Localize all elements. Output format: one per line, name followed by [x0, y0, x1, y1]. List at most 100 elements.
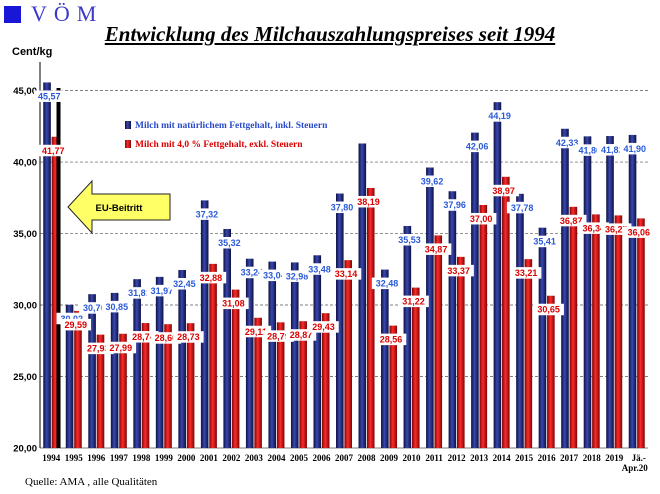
data-label-natural-fat-bg	[34, 90, 65, 102]
data-label-natural-fat: 35,53	[398, 235, 421, 245]
x-tick-label: 2005	[290, 453, 309, 463]
data-label-4-percent-fat: 34,87	[425, 244, 448, 254]
data-label-4-percent-fat: 36,27	[605, 224, 628, 234]
bar-natural-fat	[245, 258, 254, 448]
source-note: Quelle: AMA , alle Qualitäten	[25, 476, 158, 488]
data-label-4-percent-fat: 38,19	[357, 197, 380, 207]
data-label-4-percent-fat-bg	[285, 329, 317, 341]
data-label-natural-fat: 39,62	[421, 177, 444, 187]
bar-4-percent-fat	[547, 295, 555, 448]
data-label-natural-fat-bg	[461, 140, 493, 153]
logo: VÖM	[4, 1, 103, 26]
bar-natural-fat	[471, 132, 479, 448]
y-tick-label: 40,00	[13, 158, 37, 169]
data-label-natural-fat-bg	[236, 266, 268, 279]
y-axis-unit: Cent/kg	[12, 46, 53, 58]
data-label-4-percent-fat-bg	[623, 226, 654, 238]
bar-4-percent-fat	[186, 323, 195, 448]
annotation-label: EU-Beitritt	[96, 203, 144, 214]
data-label-natural-fat: 32,48	[376, 279, 399, 289]
bar-natural-fat	[43, 82, 51, 449]
data-label-natural-fat-bg	[304, 263, 335, 275]
bar-natural-fat	[381, 269, 389, 448]
data-label-4-percent-fat: 28,56	[380, 335, 403, 345]
x-tick-label: 2019	[605, 453, 624, 463]
data-label-4-percent-fat: 29,11	[245, 327, 267, 337]
data-label-natural-fat: 37,78	[511, 203, 534, 213]
data-label-natural-fat: 42,06	[466, 142, 489, 152]
data-label-4-percent-fat: 28,87	[290, 330, 313, 340]
data-label-4-percent-fat: 38,97	[492, 186, 515, 196]
bar-4-percent-fat	[524, 259, 533, 448]
bar-4-percent-fat	[51, 136, 60, 448]
x-tick-label: 2000	[177, 453, 196, 463]
x-tick-label: 2014	[493, 453, 512, 463]
data-label-4-percent-fat: 29,59	[65, 320, 88, 330]
x-tick-label: 2006	[312, 453, 331, 463]
data-label-natural-fat: 31,81	[128, 288, 151, 298]
bar-natural-fat	[538, 227, 547, 448]
data-label-4-percent-fat: 37,00	[470, 214, 493, 224]
data-label-4-percent-fat-bg	[353, 195, 384, 208]
y-tick-label: 20,00	[13, 444, 37, 455]
data-label-natural-fat-bg	[101, 300, 133, 313]
bar-natural-fat	[178, 270, 186, 448]
data-label-4-percent-fat: 28,66	[155, 333, 178, 343]
data-label-4-percent-fat: 31,08	[222, 299, 245, 309]
data-label-natural-fat-bg	[529, 235, 560, 248]
bar-4-percent-fat	[479, 204, 488, 448]
data-label-4-percent-fat-bg	[578, 222, 609, 234]
data-label-4-percent-fat: 27,93	[87, 344, 110, 354]
bar-4-percent-fat	[411, 287, 420, 448]
legend-swatch-4-percent-fat	[125, 140, 131, 148]
x-tick-label: Jä.-	[632, 453, 646, 463]
data-label-natural-fat: 44,19	[488, 111, 511, 121]
data-label-natural-fat: 37,32	[196, 209, 219, 219]
bar-natural-fat	[561, 128, 569, 448]
data-label-natural-fat: 33,04	[263, 271, 286, 281]
bar-4-percent-fat	[569, 206, 578, 448]
data-label-natural-fat-bg	[506, 201, 538, 214]
data-label-4-percent-fat-bg	[83, 342, 114, 355]
data-label-natural-fat: 31,97	[151, 286, 174, 296]
bar-natural-fat	[358, 143, 367, 448]
x-tick-label: Apr.20	[622, 463, 648, 473]
data-label-natural-fat-bg	[484, 110, 515, 122]
data-label-4-percent-fat-bg	[443, 264, 474, 277]
data-label-4-percent-fat-bg	[555, 214, 587, 227]
data-label-natural-fat: 32,98	[286, 271, 309, 281]
data-label-4-percent-fat: 29,43	[312, 322, 335, 332]
x-tick-label: 2018	[583, 453, 602, 463]
bar-natural-fat	[516, 193, 524, 448]
bar-4-percent-fat	[96, 334, 105, 448]
bar-natural-fat	[110, 292, 119, 448]
data-label-natural-fat-bg	[214, 236, 245, 249]
data-label-natural-fat: 42,33	[556, 138, 579, 148]
x-tick-label: 2013	[470, 453, 489, 463]
bar-4-percent-fat	[299, 321, 307, 448]
data-label-natural-fat-bg	[394, 233, 425, 246]
bar-4-percent-fat	[637, 218, 645, 448]
x-tick-label: 2010	[403, 453, 422, 463]
data-label-4-percent-fat-bg	[420, 243, 452, 255]
bar-4-percent-fat	[119, 333, 127, 448]
x-tick-label: 1996	[87, 453, 106, 463]
data-label-4-percent-fat-bg	[128, 331, 159, 343]
bar-natural-fat	[290, 262, 299, 448]
x-tick-label: 2007	[335, 453, 354, 463]
x-tick-label: 2004	[267, 453, 286, 463]
x-tick-label: 2012	[448, 453, 467, 463]
data-label-4-percent-fat: 30,65	[537, 305, 560, 315]
legend-swatch-natural-fat	[125, 121, 131, 129]
x-tick-label: 2009	[380, 453, 399, 463]
data-label-4-percent-fat: 28,74	[132, 332, 155, 342]
bar-natural-fat	[88, 294, 96, 448]
bar-4-percent-fat	[254, 317, 262, 448]
bar-4-percent-fat	[434, 235, 443, 448]
chart-title: Entwicklung des Milchauszahlungspreises …	[104, 22, 556, 46]
bar-natural-fat	[65, 304, 74, 448]
data-label-4-percent-fat: 28,73	[177, 332, 200, 342]
data-label-natural-fat: 33,48	[308, 264, 331, 274]
data-label-4-percent-fat-bg	[330, 268, 362, 280]
data-label-natural-fat-bg	[79, 302, 110, 314]
